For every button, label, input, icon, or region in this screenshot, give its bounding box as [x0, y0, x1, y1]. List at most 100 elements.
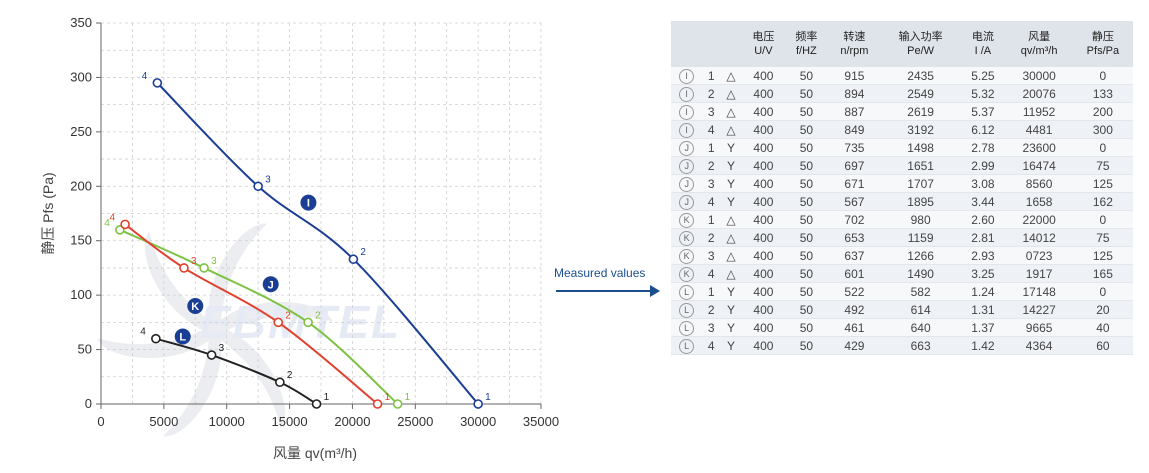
data-point [273, 317, 284, 328]
table-cell: 697 [827, 156, 881, 175]
table-cell: 75 [1072, 156, 1133, 175]
point-label: 4 [104, 218, 110, 229]
table-cell: 11952 [1005, 102, 1073, 121]
table-cell: 400 [741, 210, 785, 229]
x-tick-label: 15000 [271, 414, 307, 429]
x-tick-label: 20000 [334, 414, 370, 429]
table-cell: 50 [784, 192, 828, 211]
table-cell: 1.42 [960, 336, 1006, 355]
curve-id-cell: J [671, 156, 703, 175]
column-header: 频率 f/HZ [784, 21, 828, 67]
series-j: 1 2 3 4 J [104, 218, 411, 409]
curve-id-badge: L [679, 302, 695, 318]
table-cell: 3.44 [960, 192, 1006, 211]
watermark-fan-blade [144, 231, 221, 333]
table-cell: 671 [827, 174, 881, 193]
table-cell: 663 [880, 336, 961, 355]
table-cell: 0723 [1005, 246, 1073, 265]
table-cell: 20 [1072, 300, 1133, 319]
table-cell: 1917 [1005, 264, 1073, 283]
table-row: K 2 △ 400 50 653 1159 2.81 14012 75 [671, 228, 1133, 247]
data-point [473, 399, 483, 409]
curve-id-cell: L [671, 282, 703, 301]
table-cell: 400 [741, 102, 785, 121]
table-cell: 6.12 [960, 120, 1006, 139]
table-cell: 4 [702, 120, 721, 139]
curve-id-badge: L [679, 320, 695, 336]
table-cell: △ [720, 67, 742, 85]
table-cell: 3192 [880, 120, 961, 139]
table-cell: 400 [741, 300, 785, 319]
column-header: 电压 U/V [741, 21, 785, 67]
table-row: L 3 Y 400 50 461 640 1.37 9665 40 [671, 318, 1133, 337]
table-cell: 2 [702, 84, 721, 103]
x-tick-label: 35000 [523, 414, 559, 429]
curve-id-badge: K [679, 266, 695, 282]
table-cell: 1895 [880, 192, 961, 211]
curve-id-badge: J [679, 140, 695, 156]
curve-id-badge: L [679, 338, 695, 354]
table-cell: 702 [827, 210, 881, 229]
table-cell: △ [720, 84, 742, 103]
table-cell: 5.25 [960, 67, 1006, 85]
table-cell: 0 [1072, 67, 1133, 85]
table-row: I 3 △ 400 50 887 2619 5.37 11952 200 [671, 102, 1133, 121]
table-cell: 3 [702, 246, 721, 265]
table-cell: 2.60 [960, 210, 1006, 229]
series-i: 1 2 3 4 I [142, 71, 491, 409]
curve-id-cell: L [671, 336, 703, 355]
curve-badge [262, 276, 279, 293]
table-cell: 400 [741, 318, 785, 337]
table-cell: 50 [784, 174, 828, 193]
curve-id-badge: I [679, 68, 695, 84]
table-cell: Y [720, 282, 742, 301]
curve-badge [174, 328, 191, 345]
table-cell: Y [720, 300, 742, 319]
column-header-unit: f/HZ [795, 45, 817, 57]
table-cell: 17148 [1005, 282, 1073, 301]
point-label: 1 [385, 392, 391, 403]
data-point [275, 377, 285, 388]
data-point [120, 219, 130, 230]
data-point [303, 317, 313, 328]
point-label: 1 [485, 392, 491, 403]
table-cell: 5.37 [960, 102, 1006, 121]
table-cell: 400 [741, 156, 785, 175]
table-cell: 4 [702, 264, 721, 283]
table-cell: 492 [827, 300, 881, 319]
curve-id-badge: K [679, 248, 695, 264]
table-cell: 1651 [880, 156, 961, 175]
table-cell: 1 [702, 67, 721, 85]
table-row: L 2 Y 400 50 492 614 1.31 14227 20 [671, 300, 1133, 319]
table-cell: 125 [1072, 246, 1133, 265]
table-cell: 2.99 [960, 156, 1006, 175]
x-tick-label: 30000 [460, 414, 496, 429]
table-cell: 1498 [880, 138, 961, 157]
table-cell: 637 [827, 246, 881, 265]
point-label: 2 [287, 370, 293, 381]
table-cell: 50 [784, 156, 828, 175]
data-point [372, 399, 383, 409]
table-cell: 30000 [1005, 67, 1073, 85]
y-axis-label: 静压 Pfs (Pa) [40, 172, 56, 254]
point-label: 3 [219, 343, 225, 354]
table-cell: △ [720, 102, 742, 121]
table-cell: 2 [702, 228, 721, 247]
curve-id-cell: K [671, 264, 703, 283]
table-cell: 2.93 [960, 246, 1006, 265]
column-header-top: 转速 [843, 31, 866, 43]
curve-id-cell: J [671, 192, 703, 211]
y-tick-label: 200 [70, 178, 92, 193]
table-cell: 400 [741, 138, 785, 157]
table-cell: 50 [784, 120, 828, 139]
table-cell: 0 [1072, 210, 1133, 229]
column-header-top: 输入功率 [898, 31, 943, 43]
table-cell: Y [720, 318, 742, 337]
column-header-unit: U/V [754, 45, 773, 57]
column-header: 输入功率 Pe/W [880, 21, 961, 67]
table-cell: 3.08 [960, 174, 1006, 193]
table-cell: 14012 [1005, 228, 1073, 247]
table-cell: 1 [702, 282, 721, 301]
table-cell: 14227 [1005, 300, 1073, 319]
series-line [119, 228, 399, 405]
